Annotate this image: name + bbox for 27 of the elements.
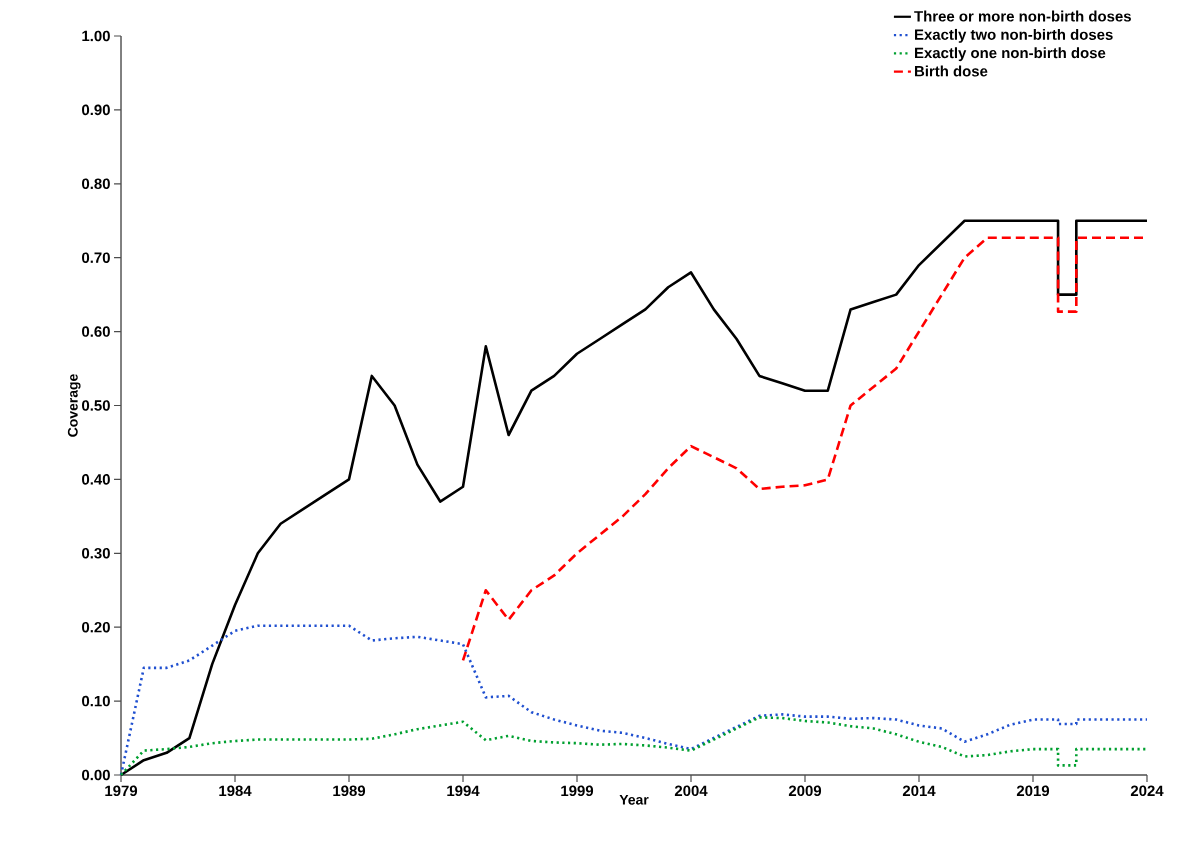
- y-tick-label: 1.00: [82, 30, 110, 42]
- x-tick-label: 2019: [1016, 785, 1050, 797]
- y-tick-label: 0.20: [82, 621, 110, 633]
- y-tick-label: 0.50: [82, 400, 110, 411]
- legend-label: Birth dose: [915, 65, 988, 77]
- y-tick-label: 0.60: [82, 326, 110, 337]
- x-tick-label: 1984: [219, 785, 252, 797]
- legend-label: Three or more non-birth doses: [914, 10, 1131, 22]
- x-tick-label: 1994: [447, 785, 480, 797]
- y-tick-label: 0.40: [82, 474, 110, 485]
- legend-label: Exactly one non-birth dose: [915, 47, 1106, 62]
- y-tick-label: 0.30: [82, 547, 110, 559]
- x-axis-title: Year: [619, 794, 649, 805]
- x-tick-label: 1979: [105, 785, 138, 797]
- y-axis-title: Coverage: [67, 374, 81, 437]
- y-tick-label: 0.80: [82, 178, 110, 190]
- x-tick-label: 1989: [333, 785, 366, 797]
- y-tick-label: 0.00: [82, 769, 110, 781]
- x-tick-label: 2024: [1130, 785, 1164, 797]
- y-tick-label: 0.10: [82, 695, 110, 707]
- y-tick-label: 0.70: [82, 252, 110, 263]
- x-tick-label: 2004: [674, 785, 708, 797]
- y-tick-label: 0.90: [82, 104, 110, 116]
- x-tick-label: 1999: [561, 785, 594, 797]
- x-tick-label: 2014: [902, 785, 936, 797]
- legend-label: Exactly two non-birth doses: [915, 28, 1113, 43]
- x-tick-label: 2009: [788, 785, 822, 797]
